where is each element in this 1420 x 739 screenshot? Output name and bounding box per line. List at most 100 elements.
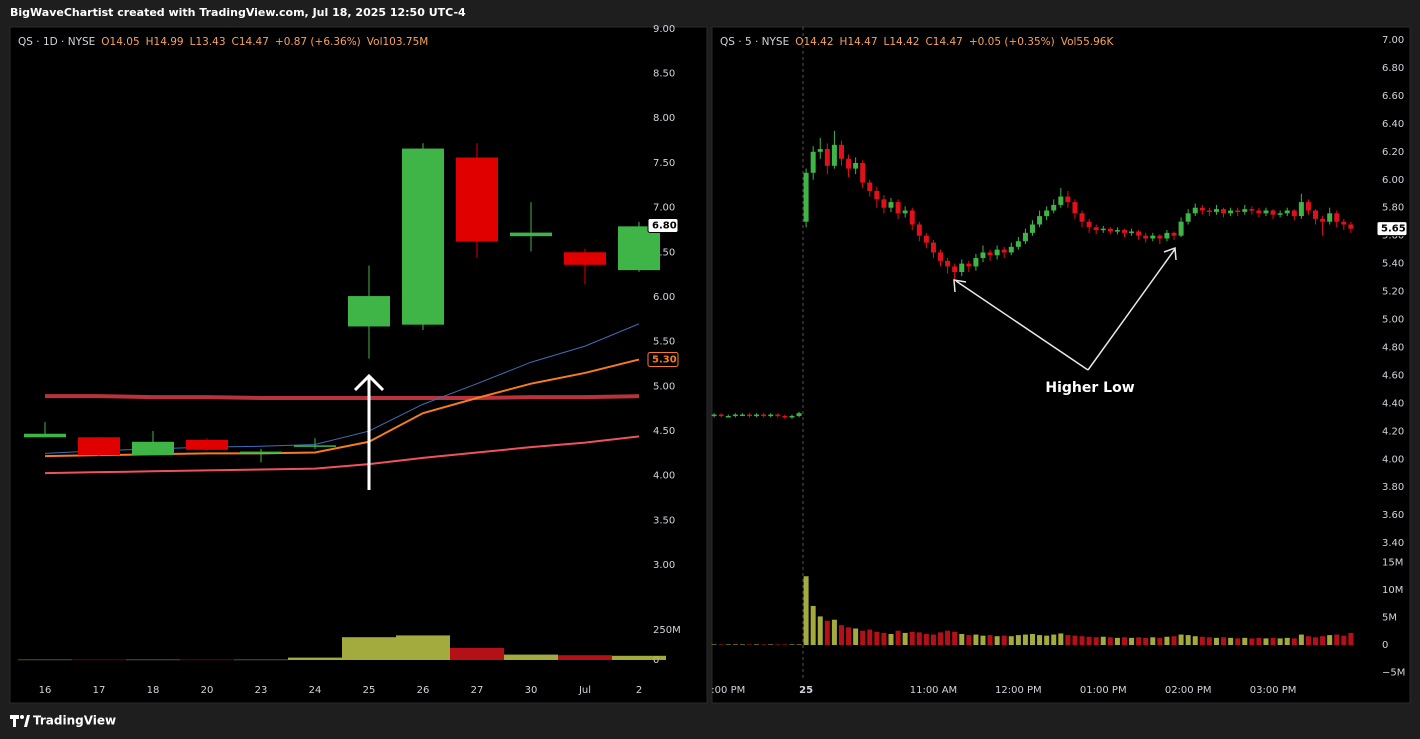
candle-body	[1228, 210, 1234, 214]
candle-body	[402, 148, 444, 325]
candle-body	[1320, 218, 1326, 222]
volume-bar	[1305, 636, 1311, 646]
candle-body	[1015, 241, 1021, 247]
volume-bar	[1114, 637, 1120, 646]
candle-body	[1030, 224, 1036, 233]
volume-bar	[1206, 637, 1212, 646]
volume-bar	[952, 631, 958, 646]
right-panel	[711, 26, 1411, 704]
x-tick-label: 23	[255, 685, 268, 696]
candle-body	[1072, 202, 1078, 214]
volume-bar	[916, 632, 922, 646]
volume-bar	[831, 619, 837, 646]
x-tick-label: 26	[417, 685, 430, 696]
y-tick-label: 4.60	[1382, 370, 1404, 381]
x-tick-label: 27	[471, 685, 484, 696]
legend-value: +0.05 (+0.35%)	[969, 36, 1055, 48]
price-label-box	[1376, 221, 1408, 237]
candle-body	[1164, 232, 1170, 239]
volume-bar	[1221, 637, 1227, 646]
candle-body	[1341, 221, 1347, 225]
volume-bar	[1051, 634, 1057, 646]
volume-bar	[725, 644, 731, 646]
volume-bar	[902, 632, 908, 646]
volume-bar	[1298, 634, 1304, 646]
volume-bar	[987, 635, 993, 646]
volume-bar	[1030, 634, 1036, 646]
volume-bar	[18, 659, 72, 661]
y-tick-label: 6.20	[1382, 147, 1404, 158]
x-tick-label: :00 PM	[711, 685, 745, 696]
candle-body	[881, 199, 887, 208]
x-tick-label: 20	[201, 685, 214, 696]
y-tick-label: 5.00	[653, 381, 675, 392]
volume-bar	[1121, 637, 1127, 646]
legend-value: H14.99	[146, 36, 184, 48]
candle-body	[1008, 246, 1014, 253]
candle-body	[867, 182, 873, 191]
x-tick-label: 25	[363, 685, 376, 696]
y-tick-label: 7.00	[653, 203, 675, 214]
volume-bar	[768, 644, 774, 646]
volume-bar	[761, 644, 767, 646]
x-tick-label: 17	[93, 685, 106, 696]
volume-bar	[1277, 638, 1283, 646]
volume-bar	[824, 620, 830, 646]
volume-bar	[1079, 636, 1085, 646]
candle-body	[803, 172, 809, 222]
volume-bar	[1284, 637, 1290, 646]
y-tick-label: 3.50	[653, 515, 675, 526]
candle-body	[456, 157, 498, 242]
candle-body	[1079, 213, 1085, 222]
legend-value: Vol103.75M	[367, 36, 429, 48]
candle-body	[789, 415, 795, 418]
volume-bar	[846, 627, 852, 646]
candle-body	[1348, 224, 1354, 229]
volume-bar	[558, 655, 612, 660]
candle-body	[860, 162, 866, 183]
candle-body	[1143, 235, 1149, 239]
volume-bar	[938, 632, 944, 646]
candle-body	[1129, 231, 1135, 233]
candle-body	[1107, 228, 1113, 232]
candle-body	[732, 414, 738, 417]
candle-body	[510, 232, 552, 237]
y-tick-label: 4.00	[1382, 454, 1404, 465]
candle-body	[902, 210, 908, 214]
plots: 16 17 18 20 23 24 25 26 27 30 Jul 2 9.00 8.50 8.00 7.50…	[18, 24, 1408, 696]
volume-bar	[739, 644, 745, 646]
candle-body	[775, 414, 781, 417]
y-tick-label: 4.40	[1382, 398, 1404, 409]
candle-body	[348, 296, 390, 327]
volume-bar	[732, 644, 738, 646]
footer: TradingView	[33, 714, 116, 728]
y-tick-label: 3.00	[653, 560, 675, 571]
candle-body	[1044, 210, 1050, 217]
candle-body	[1334, 213, 1340, 222]
legend-value: H14.47	[840, 36, 878, 48]
candle-body	[1136, 231, 1142, 236]
candle-body	[1093, 227, 1099, 231]
volume-bar	[1136, 637, 1142, 646]
volume-tick-label: 10M	[1382, 585, 1403, 596]
candle-body	[831, 144, 837, 166]
candle-body	[1305, 202, 1311, 211]
candle-body	[761, 414, 767, 417]
candle-body	[796, 413, 802, 416]
volume-bar	[612, 655, 666, 660]
candle-body	[1065, 196, 1071, 203]
y-tick-label: 8.00	[653, 113, 675, 124]
volume-bar	[980, 635, 986, 646]
volume-bar	[1185, 635, 1191, 646]
volume-bar	[853, 628, 859, 646]
candle-body	[1291, 210, 1297, 217]
candle-body	[1022, 232, 1028, 242]
volume-bar	[1157, 637, 1163, 646]
y-tick-label: 7.50	[653, 158, 675, 169]
candle-body	[1199, 207, 1205, 211]
y-tick-label: 4.50	[653, 426, 675, 437]
volume-tick-label: 250M	[653, 625, 681, 636]
candle-body	[966, 263, 972, 267]
volume-bar	[930, 634, 936, 646]
candle-body	[24, 433, 66, 438]
